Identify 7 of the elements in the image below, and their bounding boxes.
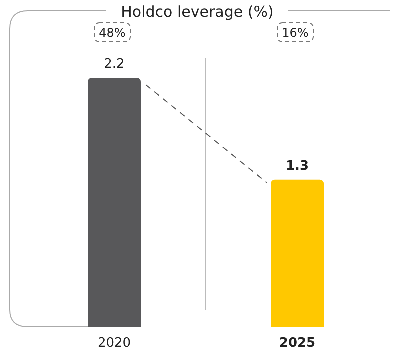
chart-title: Holdco leverage (%) — [121, 3, 274, 21]
text: 16% — [282, 26, 309, 40]
x-tick-label: 2025 — [279, 336, 316, 351]
x-tick-label: 2020 — [98, 336, 132, 351]
data-label: 1.3 — [286, 158, 310, 174]
data-label: 2.2 — [104, 57, 125, 72]
text: 48% — [99, 26, 126, 40]
